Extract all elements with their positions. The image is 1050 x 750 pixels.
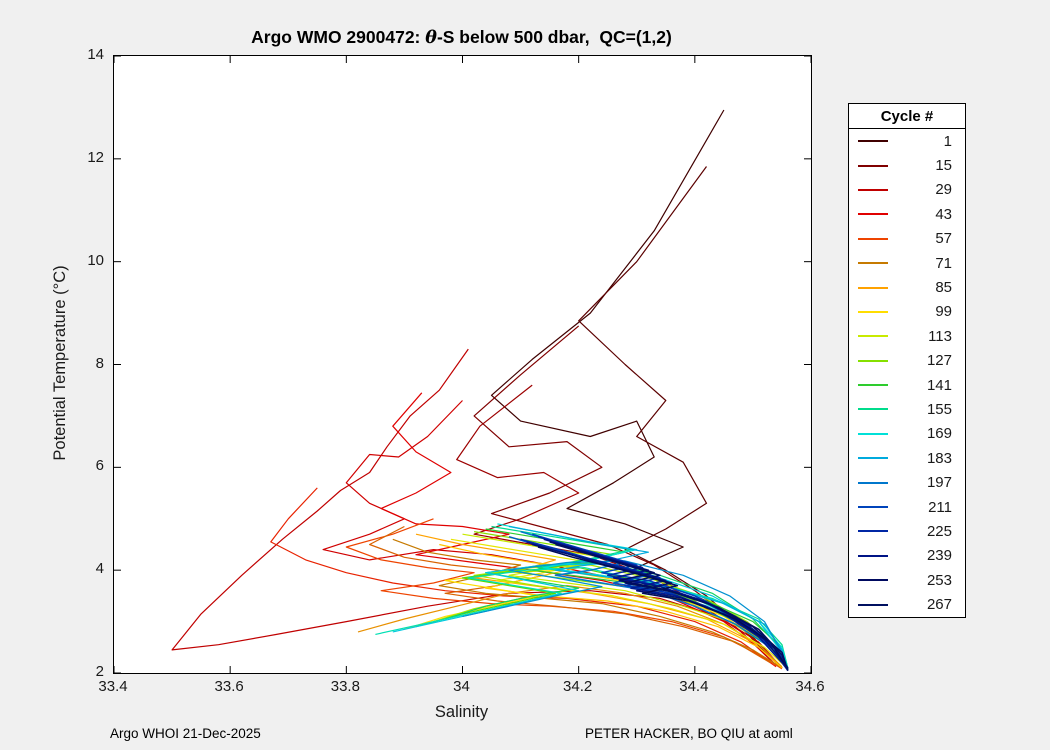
legend-entry-label: 183 <box>926 449 952 467</box>
legend-entry: 253 <box>849 568 965 592</box>
legend-line-swatch <box>858 359 888 362</box>
legend-entry: 1 <box>849 129 965 153</box>
x-tick-label: 34.4 <box>679 678 709 695</box>
x-tick-label: 33.4 <box>98 678 128 695</box>
legend-line-swatch <box>858 335 888 338</box>
legend-entry-label: 99 <box>935 303 952 321</box>
legend-entry-label: 1 <box>943 132 952 150</box>
title-prefix: Argo WMO 2900472: <box>251 27 426 47</box>
legend-line-swatch <box>858 457 888 460</box>
footer-right-text: PETER HACKER, BO QIU at aoml <box>585 726 793 741</box>
y-tick-label: 12 <box>87 148 104 166</box>
profile-line-cycle-71 <box>392 538 783 669</box>
legend-entry-label: 211 <box>928 498 952 516</box>
y-tick-label: 4 <box>95 560 104 578</box>
profile-line-cycle-267 <box>555 543 789 672</box>
legend-line-swatch <box>858 554 888 557</box>
profile-line-cycle-64 <box>369 525 771 664</box>
legend-entry-label: 85 <box>935 279 952 297</box>
legend-entry: 239 <box>849 544 965 568</box>
y-tick-label: 6 <box>95 457 104 475</box>
legend-entry: 71 <box>849 251 965 275</box>
legend-entry-label: 169 <box>926 425 952 443</box>
legend-entry-label: 253 <box>926 571 952 589</box>
legend-line-swatch <box>858 310 888 313</box>
legend-entry: 169 <box>849 422 965 446</box>
profile-line-cycle-232 <box>526 541 789 671</box>
legend-entry: 43 <box>849 202 965 226</box>
legend-entry: 29 <box>849 178 965 202</box>
legend-line-swatch <box>858 603 888 606</box>
legend-entry-label: 225 <box>926 522 952 540</box>
profile-line-cycle-183 <box>508 525 789 671</box>
legend-entries: 1 15 29 43 57 71 85 99 113 127 141 155 169 183 197 211 2… <box>849 129 965 617</box>
profile-line-cycle-57 <box>345 518 783 670</box>
legend-entry-label: 71 <box>935 254 952 272</box>
legend-line-swatch <box>858 286 888 289</box>
legend-entry: 113 <box>849 324 965 348</box>
legend-entry-label: 15 <box>935 157 952 175</box>
legend-entry-label: 113 <box>928 327 952 345</box>
legend-entry: 225 <box>849 519 965 543</box>
legend-entry-label: 239 <box>926 547 952 565</box>
legend-entry: 267 <box>849 592 965 616</box>
figure-title: Argo WMO 2900472: θ-S below 500 dbar, QC… <box>113 27 810 48</box>
legend-entry-label: 43 <box>935 205 952 223</box>
legend-entry: 183 <box>849 446 965 470</box>
legend-line-swatch <box>858 262 888 265</box>
profile-line-cycle-190 <box>462 560 789 671</box>
legend: Cycle # 1 15 29 43 57 71 85 99 113 127 141 155 169 18… <box>848 103 966 618</box>
legend-title: Cycle # <box>849 104 965 129</box>
legend-entry: 15 <box>849 153 965 177</box>
x-axis-label: Salinity <box>434 703 489 721</box>
legend-entry-label: 267 <box>926 596 952 614</box>
legend-entry-label: 197 <box>926 474 952 492</box>
legend-entry: 127 <box>849 349 965 373</box>
legend-entry: 57 <box>849 227 965 251</box>
chart-svg <box>114 56 811 673</box>
x-tick-label: 33.8 <box>330 678 360 695</box>
footer-left-text: Argo WHOI 21-Dec-2025 <box>110 726 261 741</box>
legend-line-swatch <box>858 506 888 509</box>
x-tick-label: 34 <box>453 678 470 695</box>
legend-entry: 197 <box>849 470 965 494</box>
legend-line-swatch <box>858 140 888 143</box>
plot-area <box>113 55 812 674</box>
x-tick-label: 34.6 <box>795 678 825 695</box>
legend-line-swatch <box>858 384 888 387</box>
legend-line-swatch <box>858 432 888 435</box>
profile-line-cycle-204 <box>508 535 789 670</box>
profile-line-cycle-50 <box>270 487 777 668</box>
legend-entry-label: 29 <box>935 181 952 199</box>
title-suffix: -S below 500 dbar, QC=(1,2) <box>436 27 672 47</box>
legend-entry: 85 <box>849 275 965 299</box>
y-tick-label: 8 <box>95 354 104 372</box>
title-theta-symbol: θ <box>425 28 437 48</box>
y-tick-label: 14 <box>87 46 104 63</box>
legend-line-swatch <box>858 188 888 191</box>
legend-entry-label: 155 <box>926 400 952 418</box>
legend-entry: 99 <box>849 300 965 324</box>
legend-entry: 141 <box>849 373 965 397</box>
legend-line-swatch <box>858 408 888 411</box>
legend-line-swatch <box>858 579 888 582</box>
x-tick-label: 34.2 <box>563 678 593 695</box>
legend-entry-label: 141 <box>926 376 952 394</box>
legend-line-swatch <box>858 237 888 240</box>
legend-entry: 211 <box>849 495 965 519</box>
y-tick-label: 10 <box>87 251 104 269</box>
legend-entry-label: 57 <box>935 230 952 248</box>
legend-line-swatch <box>858 530 888 533</box>
legend-line-swatch <box>858 164 888 167</box>
legend-line-swatch <box>858 213 888 216</box>
x-tick-label: 33.6 <box>214 678 244 695</box>
legend-entry-label: 127 <box>926 352 952 370</box>
legend-line-swatch <box>858 481 888 484</box>
legend-entry: 155 <box>849 397 965 421</box>
y-tick-label: 2 <box>95 663 104 680</box>
